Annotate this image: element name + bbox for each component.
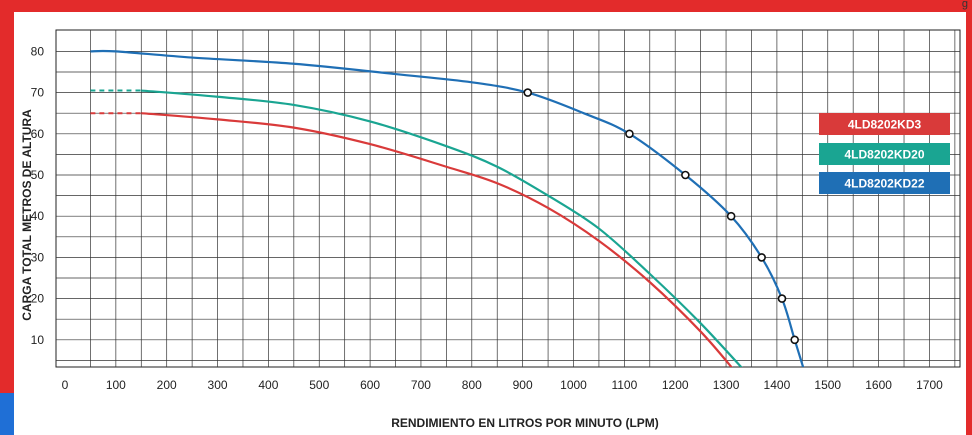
series-line (141, 112, 733, 367)
data-point (523, 88, 533, 97)
x-tick-label: 1000 (560, 378, 587, 392)
x-tick-label: 100 (106, 378, 126, 392)
x-tick-label: 700 (411, 378, 431, 392)
x-tick-label: 900 (513, 378, 533, 392)
y-axis-label: CARGA TOTAL METROS DE ALTURA (20, 109, 34, 321)
data-point (801, 369, 808, 376)
frame-top-border (0, 0, 972, 12)
plot-border (55, 29, 961, 368)
y-tick-label: 20 (31, 292, 45, 306)
x-tick-label: 1100 (611, 378, 637, 392)
data-point (777, 294, 787, 303)
x-tick-label: 300 (208, 378, 228, 392)
tick-labels: 0 100 200 300 400 500 600 700 800 900 1000 1100 1200… (31, 44, 943, 392)
x-tick-label: 1400 (764, 378, 791, 392)
y-tick-label: 80 (31, 44, 45, 58)
series-line (141, 89, 743, 367)
legend-swatch (819, 143, 950, 165)
y-tick-label: 40 (31, 209, 45, 223)
x-tick-label: 200 (157, 378, 177, 392)
y-tick-label: 30 (31, 250, 45, 264)
x-tick-label: 1200 (662, 378, 689, 392)
x-tick-label: 800 (462, 378, 482, 392)
data-point (790, 335, 799, 345)
data-point (726, 211, 736, 221)
y-tick-label: 50 (31, 168, 45, 182)
data-point (681, 170, 690, 180)
series-lines (90, 49, 808, 376)
frame-left-accent (0, 393, 14, 435)
legend-swatch (819, 172, 950, 194)
frame-left-border (0, 0, 14, 435)
legend-label: 4LD8202KD22 (844, 177, 924, 191)
grid (55, 29, 961, 368)
y-tick-label: 10 (31, 333, 45, 347)
x-tick-label: 0 (62, 378, 69, 392)
legend-swatch (819, 113, 950, 135)
x-tick-label: 1600 (865, 378, 892, 392)
frame-right-border (966, 12, 972, 435)
y-tick-label: 60 (31, 127, 45, 141)
corner-text: g (961, 0, 968, 10)
legend: 4LD8202KD3 4LD8202KD20 4LD8202KD22 (819, 113, 950, 194)
x-axis-label: RENDIMIENTO EN LITROS POR MINUTO (LPM) (391, 416, 659, 430)
legend-label: 4LD8202KD3 (848, 118, 922, 132)
x-tick-label: 1300 (713, 378, 740, 392)
series-line (90, 49, 805, 367)
legend-label: 4LD8202KD20 (844, 148, 924, 162)
x-tick-label: 500 (309, 378, 329, 392)
series-group (90, 49, 808, 376)
y-tick-label: 70 (31, 86, 45, 100)
data-point (625, 129, 634, 139)
x-tick-label: 400 (258, 378, 278, 392)
x-tick-label: 600 (360, 378, 380, 392)
x-tick-label: 1700 (916, 378, 943, 392)
x-tick-label: 1500 (814, 378, 841, 392)
data-point (757, 253, 766, 262)
